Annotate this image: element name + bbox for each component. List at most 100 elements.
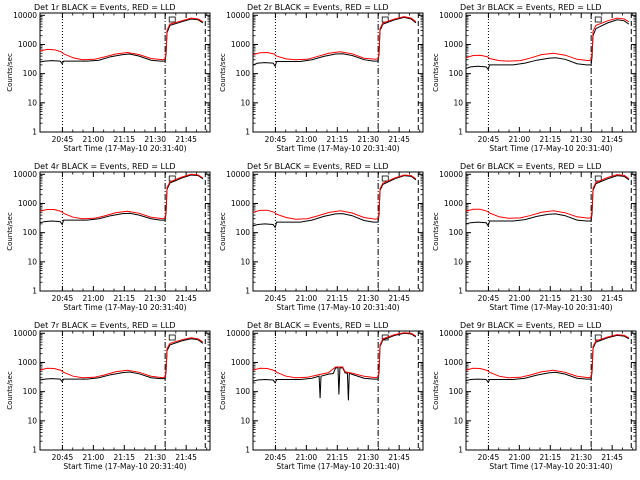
x-tick-label: 21:45 (175, 294, 197, 303)
y-tick-label: 10000 (226, 329, 250, 338)
plot-frame (252, 12, 424, 133)
x-tick-label: 21:30 (357, 453, 379, 462)
y-tick-label: 10 (240, 416, 250, 425)
chart-panel-1: Det 1r BLACK = Events, RED = LLD 1 10 100 10… (6, 3, 211, 153)
y-tick-label: 1000 (231, 40, 250, 49)
chart-panel-5: Det 5r BLACK = Events, RED = LLD 1 10 100 10… (219, 162, 424, 312)
x-tick-label: 21:00 (296, 453, 318, 462)
panel-title: Det 1r BLACK = Events, RED = LLD (34, 3, 176, 12)
x-tick-label: 21:30 (570, 135, 592, 144)
y-tick-label: 10 (453, 98, 463, 107)
plot-frame (465, 12, 637, 133)
panel-title: Det 6r BLACK = Events, RED = LLD (460, 162, 602, 171)
x-tick-label: 21:15 (326, 453, 348, 462)
x-tick-label: 21:15 (539, 135, 561, 144)
x-tick-label: 21:00 (83, 294, 105, 303)
y-tick-label: 1000 (444, 40, 463, 49)
panel-title: Det 5r BLACK = Events, RED = LLD (247, 162, 389, 171)
x-tick-label: 21:45 (175, 135, 197, 144)
x-tick-label: 21:45 (388, 453, 410, 462)
y-tick-label: 10000 (439, 170, 463, 179)
x-tick-label: 21:00 (83, 135, 105, 144)
y-tick-label: 10000 (439, 329, 463, 338)
x-tick-label: 21:15 (113, 294, 135, 303)
x-axis-title: Start Time (17-May-10 20:31:40) (489, 462, 612, 471)
plot-frame (39, 330, 211, 451)
y-tick-label: 100 (236, 228, 251, 237)
x-tick-label: 21:00 (509, 135, 531, 144)
plot-frame (465, 330, 637, 451)
panel-title: Det 9r BLACK = Events, RED = LLD (460, 321, 602, 330)
y-tick-label: 10 (453, 416, 463, 425)
x-tick-label: 21:00 (296, 294, 318, 303)
x-tick-label: 21:30 (570, 453, 592, 462)
y-tick-label: 10 (240, 257, 250, 266)
plot-frame (252, 171, 424, 292)
y-tick-label: 1000 (18, 358, 37, 367)
series-line-lld (465, 174, 630, 219)
y-tick-label: 10000 (226, 11, 250, 20)
series-line-events (465, 175, 630, 228)
x-axis-title: Start Time (17-May-10 20:31:40) (63, 462, 186, 471)
x-tick-label: 21:30 (357, 294, 379, 303)
y-tick-label: 100 (23, 69, 38, 78)
x-tick-label: 20:45 (52, 135, 74, 144)
y-axis-title: Counts/sec (219, 53, 227, 92)
series-line-lld (465, 17, 630, 62)
x-tick-label: 20:45 (478, 453, 500, 462)
y-axis-title: Counts/sec (219, 212, 227, 251)
series-line-events (252, 16, 417, 68)
x-tick-label: 20:45 (265, 135, 287, 144)
flag-marker (594, 16, 602, 23)
x-axis-title: Start Time (17-May-10 20:31:40) (489, 144, 612, 153)
x-tick-label: 21:00 (509, 294, 531, 303)
x-axis-title: Start Time (17-May-10 20:31:40) (276, 462, 399, 471)
y-tick-label: 100 (449, 228, 464, 237)
x-tick-label: 21:45 (175, 453, 197, 462)
y-tick-label: 10 (27, 98, 37, 107)
series-line-lld (39, 337, 204, 379)
x-tick-label: 21:00 (509, 453, 531, 462)
x-tick-label: 21:30 (144, 135, 166, 144)
y-tick-label: 1 (32, 128, 37, 137)
flag-marker (168, 16, 176, 23)
y-tick-label: 1 (458, 128, 463, 137)
y-tick-label: 1000 (444, 358, 463, 367)
x-tick-label: 21:30 (570, 294, 592, 303)
x-tick-label: 20:45 (265, 294, 287, 303)
y-tick-label: 10 (27, 257, 37, 266)
panel-title: Det 8r BLACK = Events, RED = LLD (247, 321, 389, 330)
y-tick-label: 1 (458, 287, 463, 296)
y-tick-label: 1 (245, 446, 250, 455)
chart-panel-9: Det 9r BLACK = Events, RED = LLD 1 10 100 10… (432, 321, 637, 471)
x-tick-label: 21:30 (144, 453, 166, 462)
y-tick-label: 10000 (13, 11, 37, 20)
plot-frame (39, 12, 211, 133)
x-tick-label: 21:45 (388, 294, 410, 303)
x-tick-label: 21:45 (601, 294, 623, 303)
panel-title: Det 3r BLACK = Events, RED = LLD (460, 3, 602, 12)
flag-marker (381, 175, 389, 182)
x-axis-title: Start Time (17-May-10 20:31:40) (63, 303, 186, 312)
y-tick-label: 100 (23, 387, 38, 396)
y-tick-label: 100 (236, 387, 251, 396)
x-axis-title: Start Time (17-May-10 20:31:40) (276, 144, 399, 153)
chart-panel-6: Det 6r BLACK = Events, RED = LLD 1 10 100 10… (432, 162, 637, 312)
y-axis-title: Counts/sec (432, 53, 440, 92)
series-line-events (39, 174, 204, 226)
series-line-events (39, 18, 204, 65)
chart-panel-7: Det 7r BLACK = Events, RED = LLD 1 10 100 10… (6, 321, 211, 471)
y-tick-label: 1 (245, 287, 250, 296)
y-tick-label: 10000 (13, 329, 37, 338)
x-tick-label: 20:45 (52, 294, 74, 303)
chart-panel-2: Det 2r BLACK = Events, RED = LLD 1 10 100 10… (219, 3, 424, 153)
series-line-lld (252, 174, 417, 220)
x-tick-label: 21:00 (296, 135, 318, 144)
series-line-lld (252, 16, 417, 61)
series-line-lld (39, 17, 204, 61)
y-axis-title: Counts/sec (6, 53, 14, 92)
series-line-events (252, 332, 417, 401)
x-tick-label: 21:30 (357, 135, 379, 144)
x-tick-label: 20:45 (478, 135, 500, 144)
x-axis-title: Start Time (17-May-10 20:31:40) (276, 303, 399, 312)
